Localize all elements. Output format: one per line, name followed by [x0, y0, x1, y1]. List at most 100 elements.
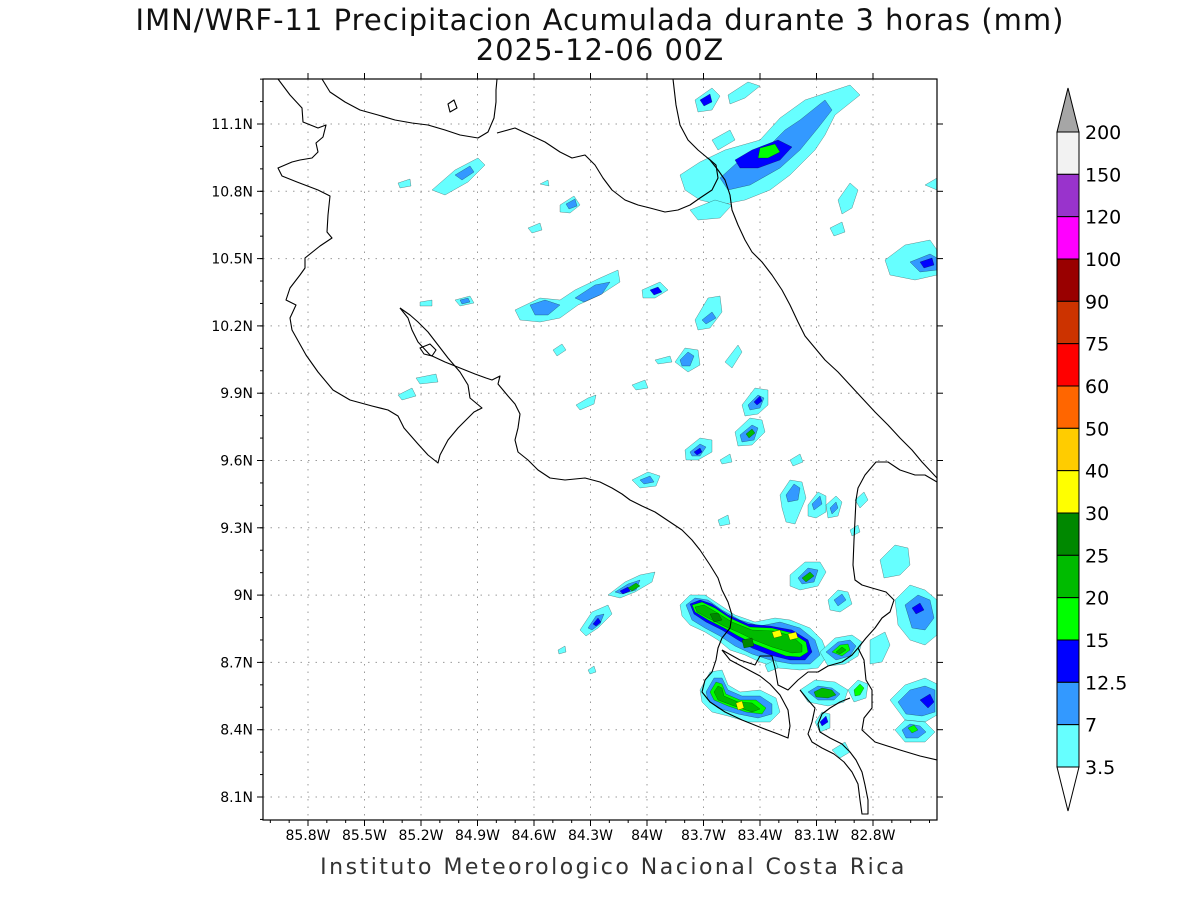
lat-tick-label: 9.3N [220, 521, 253, 537]
footer-credit: Instituto Meteorologico Nacional Costa R… [320, 855, 907, 880]
precip-contour-c125 [753, 395, 763, 406]
colorbar-label: 7 [1085, 715, 1097, 737]
precip-contour-c30 [771, 629, 783, 639]
axis-ticks [257, 73, 943, 826]
lon-tick-label: 84W [631, 828, 663, 844]
chart-title: IMN/WRF-11 Precipitacion Acumulada duran… [135, 3, 1065, 37]
precip-contour-c125 [919, 257, 935, 269]
precip-contour-c7 [454, 165, 475, 181]
precip-contour-c7 [459, 297, 471, 305]
lat-tick-label: 11.1N [211, 117, 253, 133]
precip-contour-c35 [557, 645, 567, 655]
precip-contour-c35 [727, 81, 761, 105]
lon-tick-label: 85.8W [285, 828, 330, 844]
san-juan-border [496, 127, 719, 213]
precip-contour-c15 [757, 143, 781, 159]
precip-contour-c35 [514, 269, 621, 323]
precip-contour-c35 [869, 631, 891, 665]
lon-tick-label: 84.6W [511, 828, 556, 844]
precip-contour-c7 [785, 483, 801, 503]
nicaragua-south-coast [321, 79, 498, 139]
colorbar-swatch [1056, 216, 1080, 260]
lon-tick-label: 84.9W [455, 828, 500, 844]
lat-tick-label: 8.1N [220, 790, 253, 806]
precip-contour-c7 [565, 198, 578, 210]
precip-contour-c125 [819, 715, 829, 727]
precip-contour-c35 [527, 222, 543, 234]
precip-contour-c35 [419, 299, 433, 307]
precip-contour-c35 [552, 343, 567, 357]
precip-contour-c7 [639, 475, 655, 485]
precip-cell-central [397, 344, 804, 489]
precip-contour-c35 [415, 373, 439, 385]
longitude-labels: 85.8W 85.5W 85.2W 84.9W 84.6W 84.3W 84W 83.7W 83… [285, 828, 895, 844]
precip-contour-c35 [724, 344, 743, 369]
precip-contour-c35 [575, 394, 597, 411]
precip-contour-c35 [397, 178, 412, 189]
lat-tick-label: 9.6N [220, 454, 253, 470]
precip-contour-c35 [924, 177, 937, 191]
nicoya-inner-coast [399, 307, 791, 739]
colorbar-swatch [1056, 512, 1080, 556]
colorbar-label: 30 [1085, 503, 1109, 525]
lat-tick-label: 10.5N [211, 252, 253, 268]
precip-contour-c25 [709, 612, 723, 623]
precip-contour-c35 [717, 514, 731, 527]
precip-contour-c7 [811, 495, 823, 511]
precip-cell-east-central [717, 479, 869, 537]
colorbar-swatch [1056, 131, 1080, 175]
colorbar-label: 100 [1085, 249, 1121, 271]
colorbar-label: 40 [1085, 461, 1109, 483]
coastlines-and-borders [277, 79, 937, 815]
precip-contour-c7 [897, 685, 936, 717]
precip-cell-osa-golfito [679, 594, 937, 759]
colorbar-label: 200 [1085, 122, 1121, 144]
precip-contour-c35 [829, 221, 846, 237]
precip-contour-c125 [592, 617, 602, 627]
lat-tick-label: 9.9N [220, 386, 253, 402]
map-gridlines [263, 79, 937, 820]
colorbar-swatch [1056, 639, 1080, 683]
precip-contour-c35 [631, 379, 649, 391]
lon-tick-label: 83.1W [794, 828, 839, 844]
lat-tick-label: 9N [234, 588, 253, 604]
nicoya-gulf-island [419, 343, 437, 357]
precip-cell-central-north [419, 269, 723, 357]
precip-contour-c35 [397, 387, 417, 401]
precip-contour-c7 [574, 281, 611, 303]
precip-contour-c20 [627, 582, 641, 592]
colorbar-swatch [1056, 300, 1080, 345]
nicaragua-costa-rica-border [277, 79, 483, 464]
precip-contour-c125 [619, 586, 631, 595]
precip-contour-c35 [879, 544, 911, 579]
colorbar-label: 20 [1085, 588, 1109, 610]
precip-contour-c20 [745, 428, 756, 439]
precip-contour-c30 [787, 631, 799, 641]
colorbar: 200 150 120 100 90 75 60 50 40 30 25 20 15 12.5 7 3.5 [1056, 87, 1127, 812]
precip-cell-north-central [397, 157, 581, 234]
osa-peninsula [721, 461, 937, 691]
lon-tick-label: 82.8W [850, 828, 895, 844]
colorbar-label: 3.5 [1085, 757, 1115, 779]
precip-contour-c7 [529, 299, 561, 316]
colorbar-swatch [1056, 173, 1080, 218]
lon-tick-label: 84.3W [568, 828, 613, 844]
chart-subtitle-date: 2025-12-06 00Z [475, 33, 725, 67]
lake-island [447, 99, 458, 113]
precip-contour-c35 [539, 179, 550, 187]
colorbar-top-arrow [1056, 87, 1080, 133]
colorbar-swatch [1056, 427, 1080, 472]
precip-contour-c20 [813, 687, 837, 699]
colorbar-label: 15 [1085, 630, 1109, 652]
precip-contour-c7 [904, 594, 935, 631]
precip-contour-c7 [701, 311, 717, 325]
precip-contour-c20 [835, 646, 847, 655]
precip-contour-c35 [711, 129, 736, 151]
lon-tick-label: 85.5W [342, 828, 387, 844]
lat-tick-label: 8.7N [220, 655, 253, 671]
colorbar-label: 60 [1085, 376, 1109, 398]
colorbar-swatch [1056, 597, 1080, 641]
precip-contour-c125 [699, 93, 713, 107]
precip-contour-c20 [694, 604, 803, 654]
